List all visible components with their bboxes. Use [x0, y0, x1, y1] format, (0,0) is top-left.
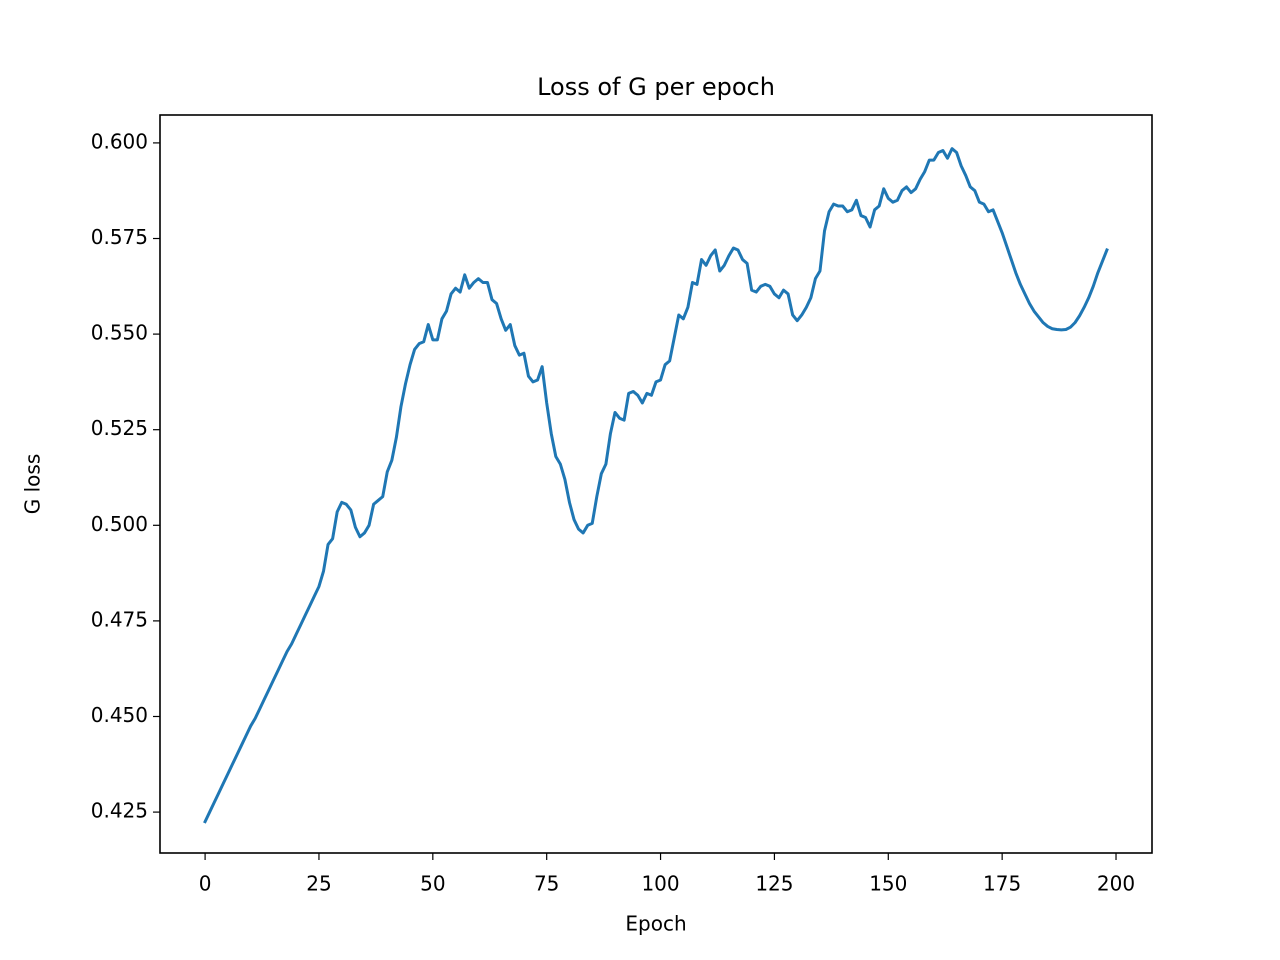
x-tick-label: 150 — [869, 872, 907, 896]
x-tick-label: 100 — [641, 872, 679, 896]
data-line — [203, 147, 1109, 824]
y-axis-label: G loss — [21, 454, 45, 515]
x-tick-label: 125 — [755, 872, 793, 896]
y-tick-label: 0.550 — [91, 321, 148, 345]
y-tick-label: 0.425 — [91, 799, 148, 823]
x-tick-label: 175 — [983, 872, 1021, 896]
y-tick-label: 0.450 — [91, 703, 148, 727]
y-tick-label: 0.500 — [91, 512, 148, 536]
y-tick-label: 0.525 — [91, 416, 148, 440]
x-tick-label: 200 — [1097, 872, 1135, 896]
y-tick-label: 0.575 — [91, 225, 148, 249]
y-tick-label: 0.475 — [91, 607, 148, 631]
x-tick-label: 75 — [534, 872, 559, 896]
x-axis-label: Epoch — [625, 912, 686, 936]
y-tick-label: 0.600 — [91, 129, 148, 153]
x-tick-label: 0 — [199, 872, 212, 896]
x-tick-label: 50 — [420, 872, 445, 896]
x-tick-label: 25 — [306, 872, 331, 896]
chart-title: Loss of G per epoch — [537, 73, 775, 101]
plot-frame — [159, 114, 1153, 854]
